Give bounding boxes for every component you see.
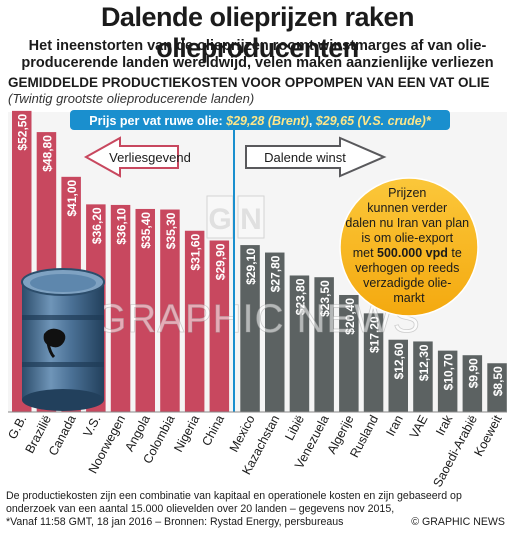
page-subtitle: Het ineenstorten van de olieprijzen room… (21, 38, 494, 71)
callout-line2: kunnen verder (367, 201, 447, 215)
svg-text:N: N (240, 203, 262, 236)
bar-8 (209, 240, 230, 412)
bar-17 (437, 350, 458, 412)
bar-value-label-5: $35,40 (139, 212, 153, 249)
bar-value-label-14: $17,20 (368, 316, 382, 353)
category-label-8: China (199, 413, 227, 448)
price-sep: , (309, 114, 316, 128)
bar-value-label-10: $27,80 (269, 255, 283, 292)
price-us: $29,65 (V.S. crude)* (315, 114, 432, 128)
bar-value-label-13: $20,40 (343, 298, 357, 335)
callout-line4: is om olie-export (361, 231, 453, 245)
bar-11 (289, 275, 310, 412)
svg-text:G: G (208, 203, 231, 236)
footnote-line1: De productiekosten zijn een combinatie v… (6, 490, 462, 502)
svg-text:Prijs per vat ruwe olie: $29,2: Prijs per vat ruwe olie: $29,28 (Brent),… (89, 114, 432, 128)
bar-value-label-3: $36,20 (90, 207, 104, 244)
callout-line8: markt (393, 291, 425, 305)
iran-callout: Prijzen kunnen verder dalen nu Iran van … (339, 177, 479, 317)
footnote: De productiekosten zijn een combinatie v… (6, 490, 511, 529)
callout-line5-post: te (448, 246, 462, 260)
bar-value-label-15: $12,60 (392, 342, 406, 379)
bar-10 (265, 252, 285, 412)
oil-barrel-illustration (21, 268, 105, 411)
category-label-16: VAE (407, 413, 431, 441)
bar-value-label-19: $8,50 (491, 366, 505, 396)
callout-line5-pre: met (353, 246, 377, 260)
bar-5 (135, 208, 155, 412)
bar-9 (240, 245, 260, 412)
bar-value-label-11: $23,80 (293, 278, 307, 315)
bar-6 (160, 209, 180, 412)
category-label-11: Libië (282, 413, 307, 443)
price-banner-label: Prijs per vat ruwe olie: (89, 114, 226, 128)
callout-line1: Prijzen (388, 186, 426, 200)
chart-subheading: (Twintig grootste olieproducerende lande… (8, 91, 255, 106)
bar-4 (110, 204, 131, 412)
bar-value-label-0: $52,50 (16, 114, 30, 151)
bar-16 (413, 341, 433, 412)
callout-line7: verzadigde olie- (363, 276, 451, 290)
bar-14 (363, 313, 384, 412)
callout-line3: dalen nu Iran van plan (345, 216, 469, 230)
price-banner: Prijs per vat ruwe olie: $29,28 (Brent),… (70, 110, 450, 130)
bar-value-label-1: $48,80 (40, 135, 54, 172)
bar-value-label-18: $9,90 (466, 358, 480, 388)
bar-18 (462, 355, 483, 412)
price-brent: $29,28 (Brent) (225, 114, 309, 128)
footnote-line3: *Vanaf 11:58 GMT, 18 jan 2016 – Bronnen:… (6, 516, 344, 528)
category-label-17: Irak (433, 412, 455, 438)
loss-label: Verliesgevend (109, 150, 191, 165)
profit-label: Dalende winst (264, 150, 346, 165)
bar-value-label-2: $41,00 (65, 180, 79, 217)
watermark: GRAPHIC NEWS (95, 297, 420, 341)
bar-value-label-7: $31,60 (189, 233, 203, 270)
callout-line6: verhogen op reeds (355, 261, 459, 275)
bar-15 (388, 339, 408, 412)
loss-arrow-icon (83, 136, 179, 178)
category-label-0: G.B. (5, 413, 29, 442)
bar-value-label-6: $35,30 (164, 212, 178, 249)
callout-line5-bold: 500.000 vpd (377, 246, 448, 260)
bar-value-label-4: $36,10 (115, 208, 129, 245)
profit-arrow-icon (245, 136, 387, 178)
bar-7 (184, 230, 205, 412)
bar-value-label-12: $23,50 (318, 280, 332, 317)
bar-19 (487, 363, 507, 412)
bar-value-label-9: $29,10 (244, 248, 258, 285)
chart-heading: GEMIDDELDE PRODUCTIEKOSTEN VOOR OPPOMPEN… (8, 75, 490, 90)
bar-value-label-17: $10,70 (442, 353, 456, 390)
bar-13 (339, 294, 359, 412)
bar-value-label-8: $29,90 (213, 243, 227, 280)
footnote-line2: onderzoek van een aantal 15.000 olieveld… (6, 503, 395, 515)
category-label-15: Iran (383, 413, 405, 439)
credit: © GRAPHIC NEWS (411, 516, 505, 528)
category-label-3: V.S. (81, 413, 104, 439)
svg-text:Prijzen kunnen verder: Prijzen kunnen verder dalen nu Iran van … (345, 186, 472, 305)
bar-value-label-16: $12,30 (417, 344, 431, 381)
bar-12 (314, 277, 334, 412)
page-title: Dalende olieprijzen raken olieproducente… (100, 2, 415, 63)
